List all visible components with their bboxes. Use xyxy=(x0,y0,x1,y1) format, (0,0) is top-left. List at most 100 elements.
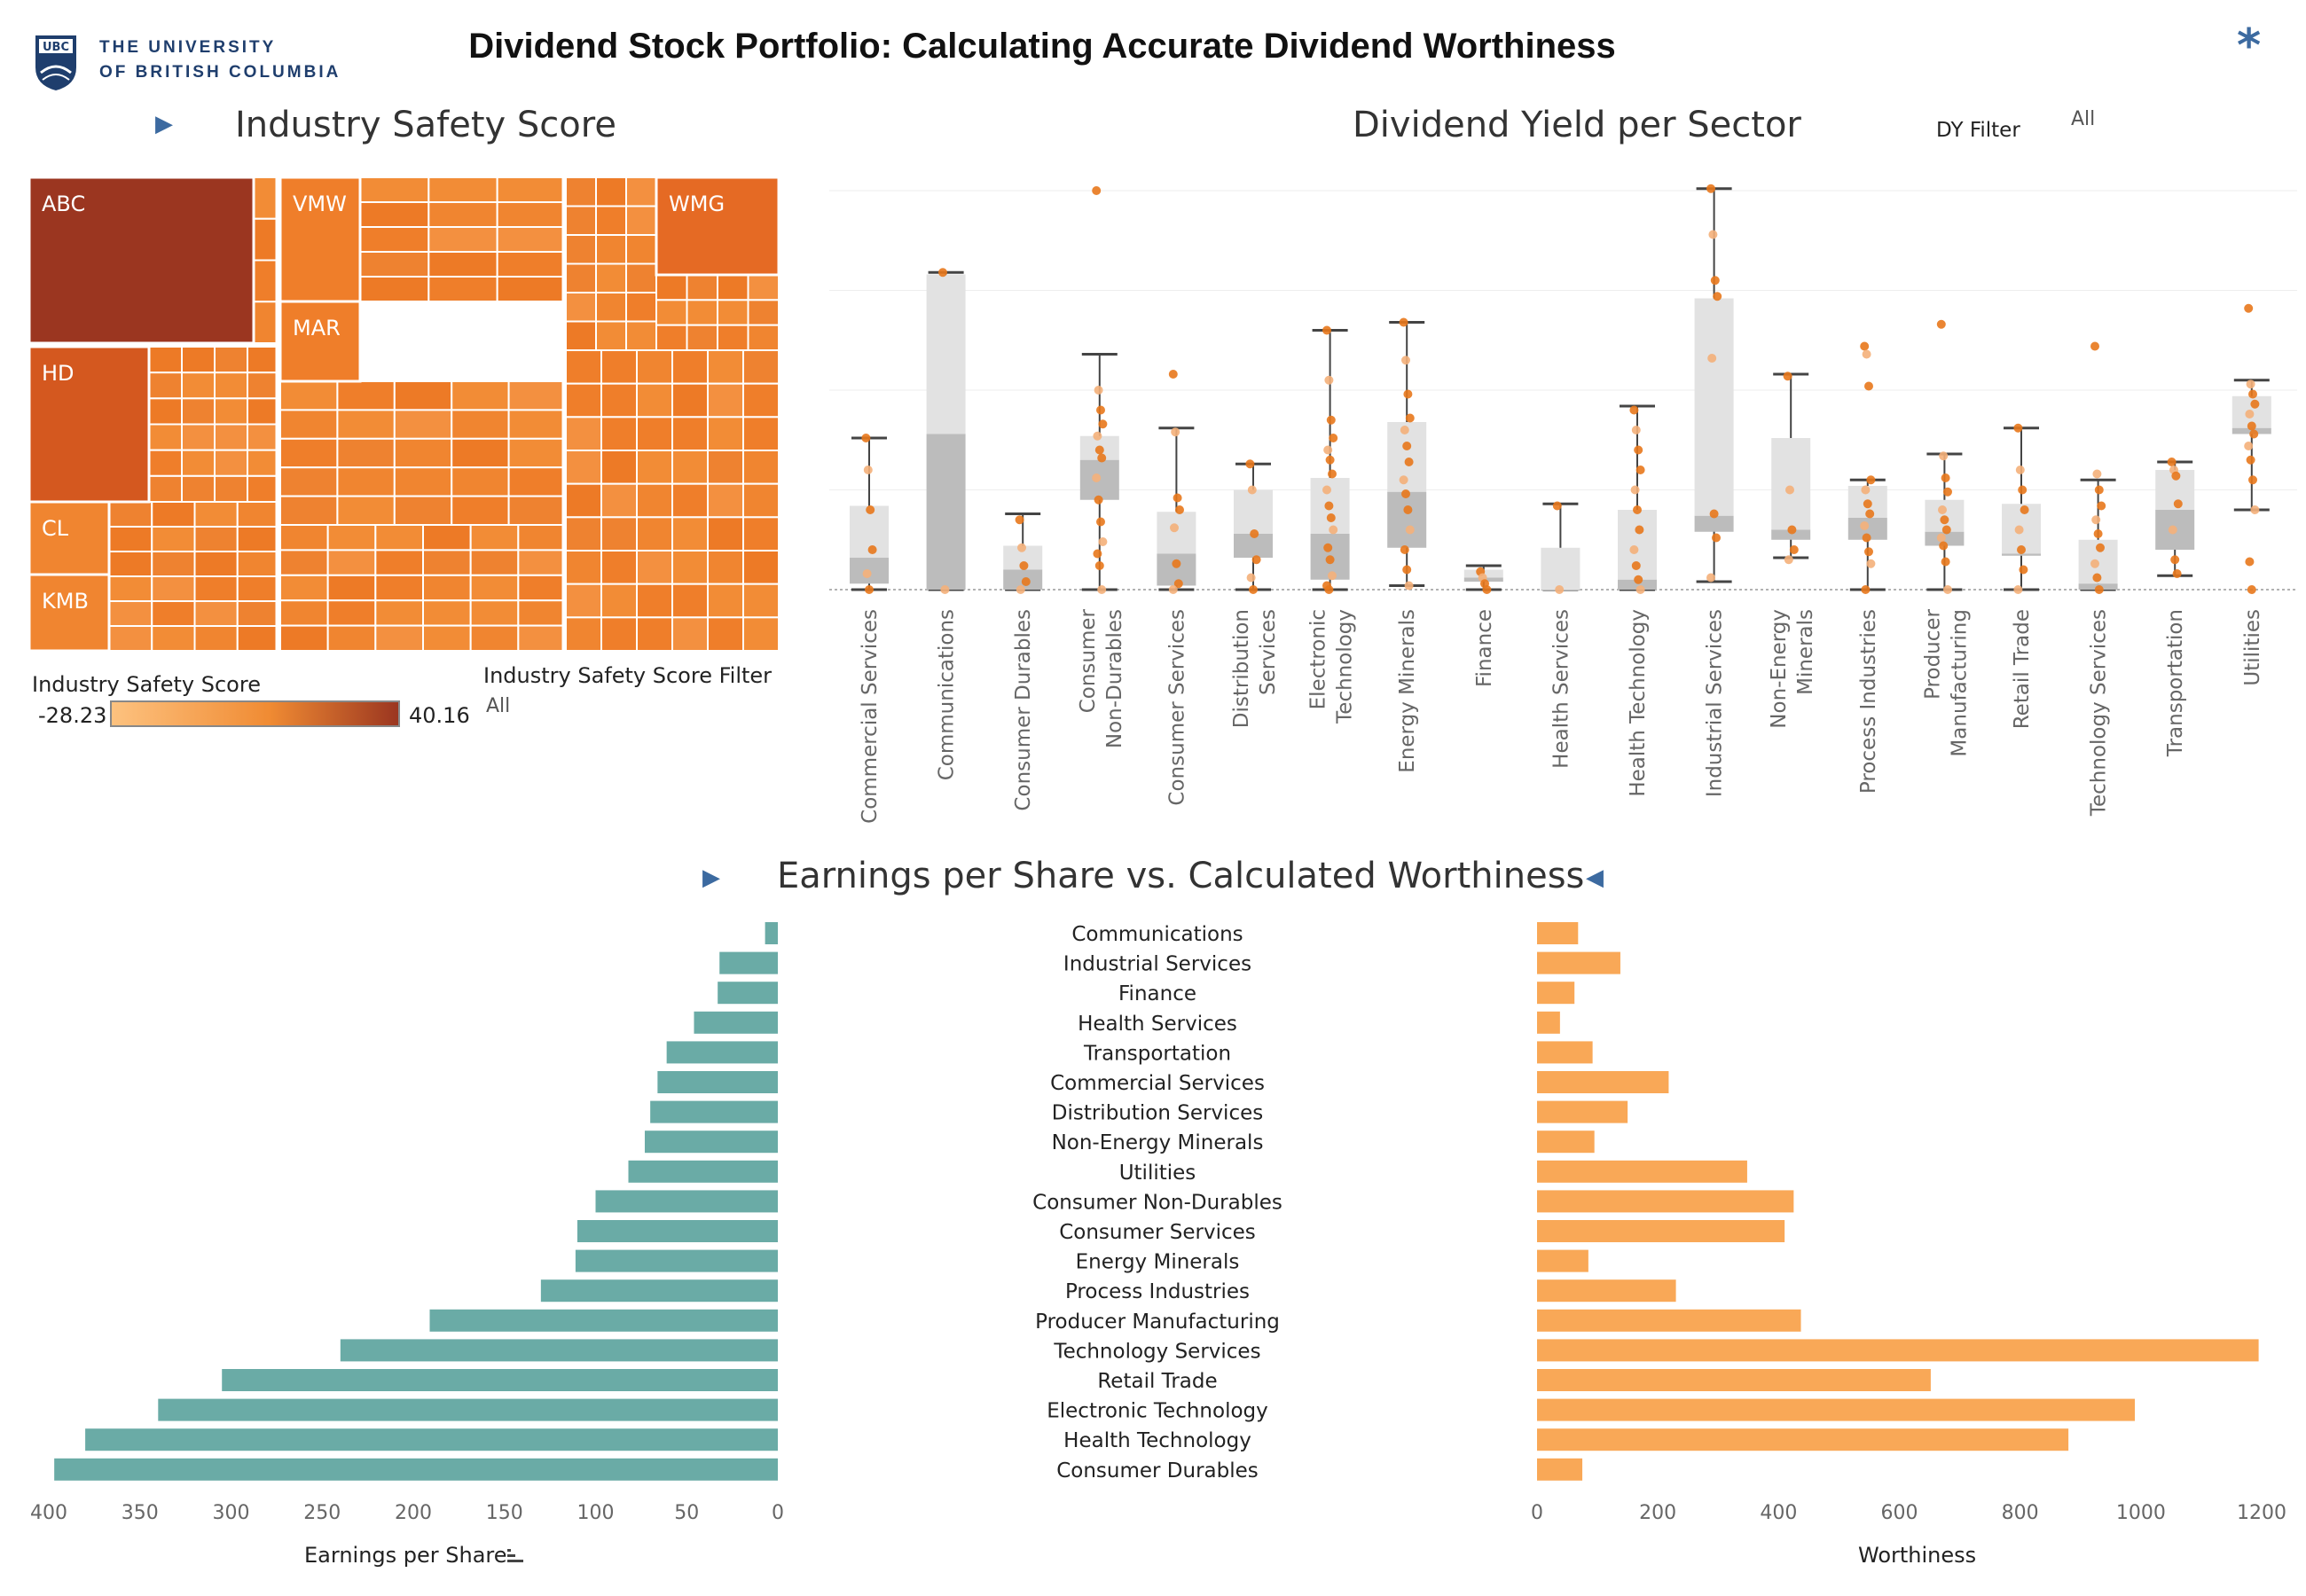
eps-bar xyxy=(650,1100,778,1123)
sector-axis-label: Technology Services xyxy=(2088,609,2111,817)
worthiness-bar xyxy=(1537,1130,1595,1154)
box-point xyxy=(1021,577,1031,586)
treemap-cell xyxy=(636,550,673,585)
treemap-cell xyxy=(671,616,709,651)
box-lower xyxy=(926,434,966,590)
box-point xyxy=(1402,442,1412,450)
treemap-cell xyxy=(29,500,111,576)
box-point xyxy=(1326,513,1336,522)
box-point xyxy=(1862,533,1871,543)
box-point xyxy=(940,585,950,594)
treemap-label-cl: CL xyxy=(42,516,69,541)
box-point xyxy=(1329,525,1338,535)
box-point xyxy=(1168,370,1178,379)
sector-axis-label-line: Consumer Durables xyxy=(1012,609,1035,811)
treemap-cell xyxy=(686,299,718,326)
box-point xyxy=(1097,585,1107,594)
box-point xyxy=(1631,561,1641,570)
box-point xyxy=(1864,547,1873,557)
box-point xyxy=(1249,585,1258,594)
treemap-cell xyxy=(496,251,568,278)
treemap-cell xyxy=(108,526,153,552)
sort-descending-icon[interactable] xyxy=(506,1547,527,1565)
box-point xyxy=(2248,475,2257,485)
box-point xyxy=(1629,545,1639,554)
reverse-arrow-icon[interactable]: ◀ xyxy=(1586,864,1604,891)
worthiness-bar xyxy=(1537,1041,1593,1064)
sector-axis-label-line: Communications xyxy=(936,609,959,780)
play-arrow-icon[interactable]: ▶ xyxy=(155,111,173,137)
worthiness-bar xyxy=(1537,1398,2136,1421)
box-point xyxy=(1936,533,1946,543)
treemap-cell xyxy=(565,616,602,651)
asterisk-icon[interactable]: * xyxy=(2237,20,2262,73)
treemap-cell xyxy=(336,409,396,440)
treemap-cell xyxy=(595,234,627,265)
worthiness-bar xyxy=(1537,1220,1785,1242)
treemap-cell xyxy=(108,501,153,528)
box-point xyxy=(1251,555,1261,565)
treemap-cell xyxy=(214,474,248,504)
treemap-cell xyxy=(517,524,567,552)
box-point xyxy=(1246,573,1256,583)
treemap-cell xyxy=(496,226,568,253)
treemap-cell xyxy=(148,346,183,374)
worthiness-tick-label: 1200 xyxy=(2237,1502,2286,1524)
treemap-cell xyxy=(517,599,567,627)
sector-row-label: Commercial Services xyxy=(1050,1072,1265,1095)
box-point xyxy=(1629,405,1639,415)
box-point xyxy=(1635,466,1645,474)
box-point xyxy=(2250,399,2260,409)
legend-min-value: -28.23 xyxy=(38,703,107,728)
sector-axis-label: Retail Trade xyxy=(2011,609,2034,729)
box-point xyxy=(1328,571,1337,581)
treemap-cell xyxy=(565,205,597,236)
treemap-cell xyxy=(374,599,425,627)
treemap-cell xyxy=(747,324,780,352)
box-point xyxy=(1706,184,1715,193)
box-point xyxy=(1247,485,1257,495)
treemap-cell xyxy=(742,583,780,619)
box-point xyxy=(1709,509,1719,519)
treemap-cell xyxy=(148,423,183,451)
box-point xyxy=(1861,585,1871,594)
treemap-cell xyxy=(565,450,602,485)
treemap-cell xyxy=(193,600,239,627)
sector-axis-label: Industrial Services xyxy=(1704,609,1727,797)
industry-safety-treemap[interactable]: ABC VMW WMG MAR HD CL KMB xyxy=(29,177,808,651)
treemap-cell xyxy=(707,349,744,385)
box-point xyxy=(1170,523,1179,533)
eps-play-arrow-icon[interactable]: ▶ xyxy=(702,864,720,891)
treemap-cell xyxy=(625,320,657,351)
sector-axis-label-line: Electronic xyxy=(1307,609,1330,709)
worthiness-bar xyxy=(1537,1369,1931,1391)
box-point xyxy=(1322,485,1331,495)
sector-axis-label-line: Health Technology xyxy=(1627,609,1650,797)
treemap-cell xyxy=(600,382,638,419)
treemap-cell xyxy=(151,625,196,651)
box-point xyxy=(1323,543,1333,552)
worthiness-tick-label: 0 xyxy=(1531,1502,1543,1524)
box-point xyxy=(1245,459,1255,469)
treemap-cell xyxy=(236,501,281,528)
box-point xyxy=(2091,515,2101,525)
treemap-cell xyxy=(214,449,248,477)
treemap-cell xyxy=(336,495,396,527)
treemap-cell xyxy=(148,449,183,477)
eps-bar xyxy=(576,1220,778,1242)
dy-filter-dropdown[interactable]: All xyxy=(2071,108,2096,130)
treemap-cell xyxy=(565,262,597,293)
treemap-title: Industry Safety Score xyxy=(235,105,616,145)
safety-filter-dropdown[interactable]: All xyxy=(486,695,511,717)
treemap-cell xyxy=(707,583,744,619)
boxplot-title: Dividend Yield per Sector xyxy=(1353,105,1801,145)
treemap-cell xyxy=(247,423,281,451)
treemap-cell xyxy=(671,349,709,385)
treemap-cell xyxy=(496,201,568,228)
treemap-cell xyxy=(625,177,657,207)
treemap-cell xyxy=(655,299,688,326)
treemap-cell xyxy=(336,466,396,497)
sector-row-label: Transportation xyxy=(1083,1042,1231,1065)
treemap-cell xyxy=(655,274,688,301)
box-point xyxy=(1941,525,1951,535)
